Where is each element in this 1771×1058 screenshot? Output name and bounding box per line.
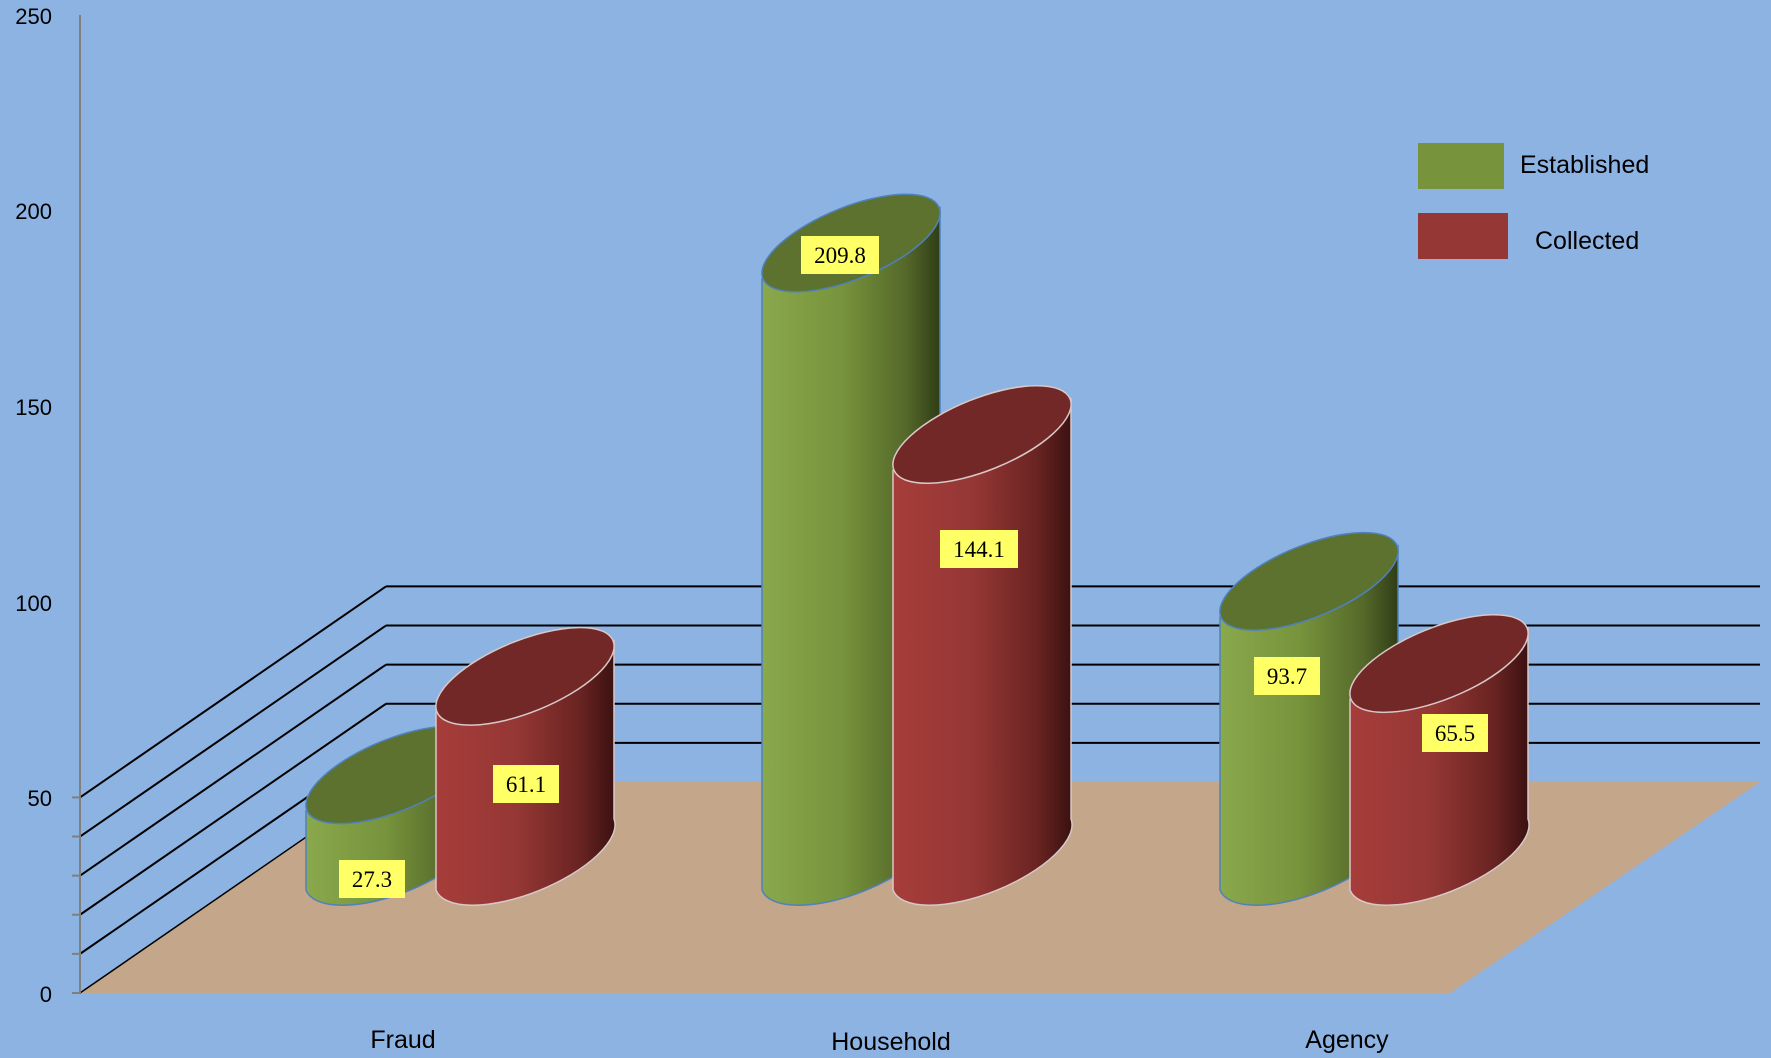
data-label-box	[1254, 657, 1320, 695]
category-label-household: Household	[831, 1028, 951, 1056]
data-labels: 27.3 61.1 209.8 144.1 93.7 65.5	[339, 236, 1488, 898]
y-axis-ticks	[72, 796, 80, 994]
data-label-fraud-established: 27.3	[339, 860, 405, 898]
data-label-agency-collected: 65.5	[1422, 714, 1488, 752]
category-label-agency: Agency	[1305, 1026, 1389, 1054]
bar-top-agency-established	[1219, 531, 1399, 631]
data-label-box	[339, 860, 405, 898]
data-label-value: 209.8	[814, 243, 866, 268]
gridline-diagonal	[79, 663, 387, 877]
data-label-box	[1422, 714, 1488, 752]
bar-household-collected	[892, 384, 1073, 906]
data-label-value: 144.1	[953, 537, 1005, 562]
y-tick-label-200: 200	[15, 199, 52, 224]
gridline-diagonal	[79, 585, 387, 799]
y-tick-label-0: 0	[40, 982, 52, 1007]
bars	[305, 193, 1530, 906]
data-label-agency-established: 93.7	[1254, 657, 1320, 695]
bar-body-household-collected	[892, 397, 1073, 906]
y-tick-label-50: 50	[28, 786, 52, 811]
data-label-household-established: 209.8	[801, 236, 879, 274]
legend-swatch-established	[1418, 143, 1504, 189]
data-label-box	[940, 530, 1018, 568]
data-label-box	[801, 236, 879, 274]
data-label-value: 61.1	[506, 772, 546, 797]
data-label-value: 27.3	[352, 867, 392, 892]
legend: Established Collected	[1418, 143, 1649, 259]
gridline-diagonal	[79, 702, 387, 916]
gridline-diagonal	[79, 624, 387, 838]
y-tick-label-150: 150	[15, 395, 52, 420]
bar-top-agency-collected	[1349, 613, 1529, 714]
legend-swatch-collected	[1418, 213, 1508, 259]
legend-label-collected: Collected	[1535, 227, 1639, 255]
y-tick-label-100: 100	[15, 591, 52, 616]
y-tick-label-250: 250	[15, 4, 52, 29]
data-label-value: 93.7	[1267, 664, 1307, 689]
data-label-household-collected: 144.1	[940, 530, 1018, 568]
data-label-box	[493, 765, 559, 803]
legend-label-established: Established	[1520, 151, 1649, 179]
category-label-fraud: Fraud	[370, 1026, 435, 1054]
bar-top-household-collected	[892, 384, 1072, 485]
data-label-value: 65.5	[1435, 721, 1475, 746]
bar-agency-collected	[1349, 613, 1530, 906]
data-label-fraud-collected: 61.1	[493, 765, 559, 803]
bar-top-fraud-collected	[435, 626, 615, 726]
